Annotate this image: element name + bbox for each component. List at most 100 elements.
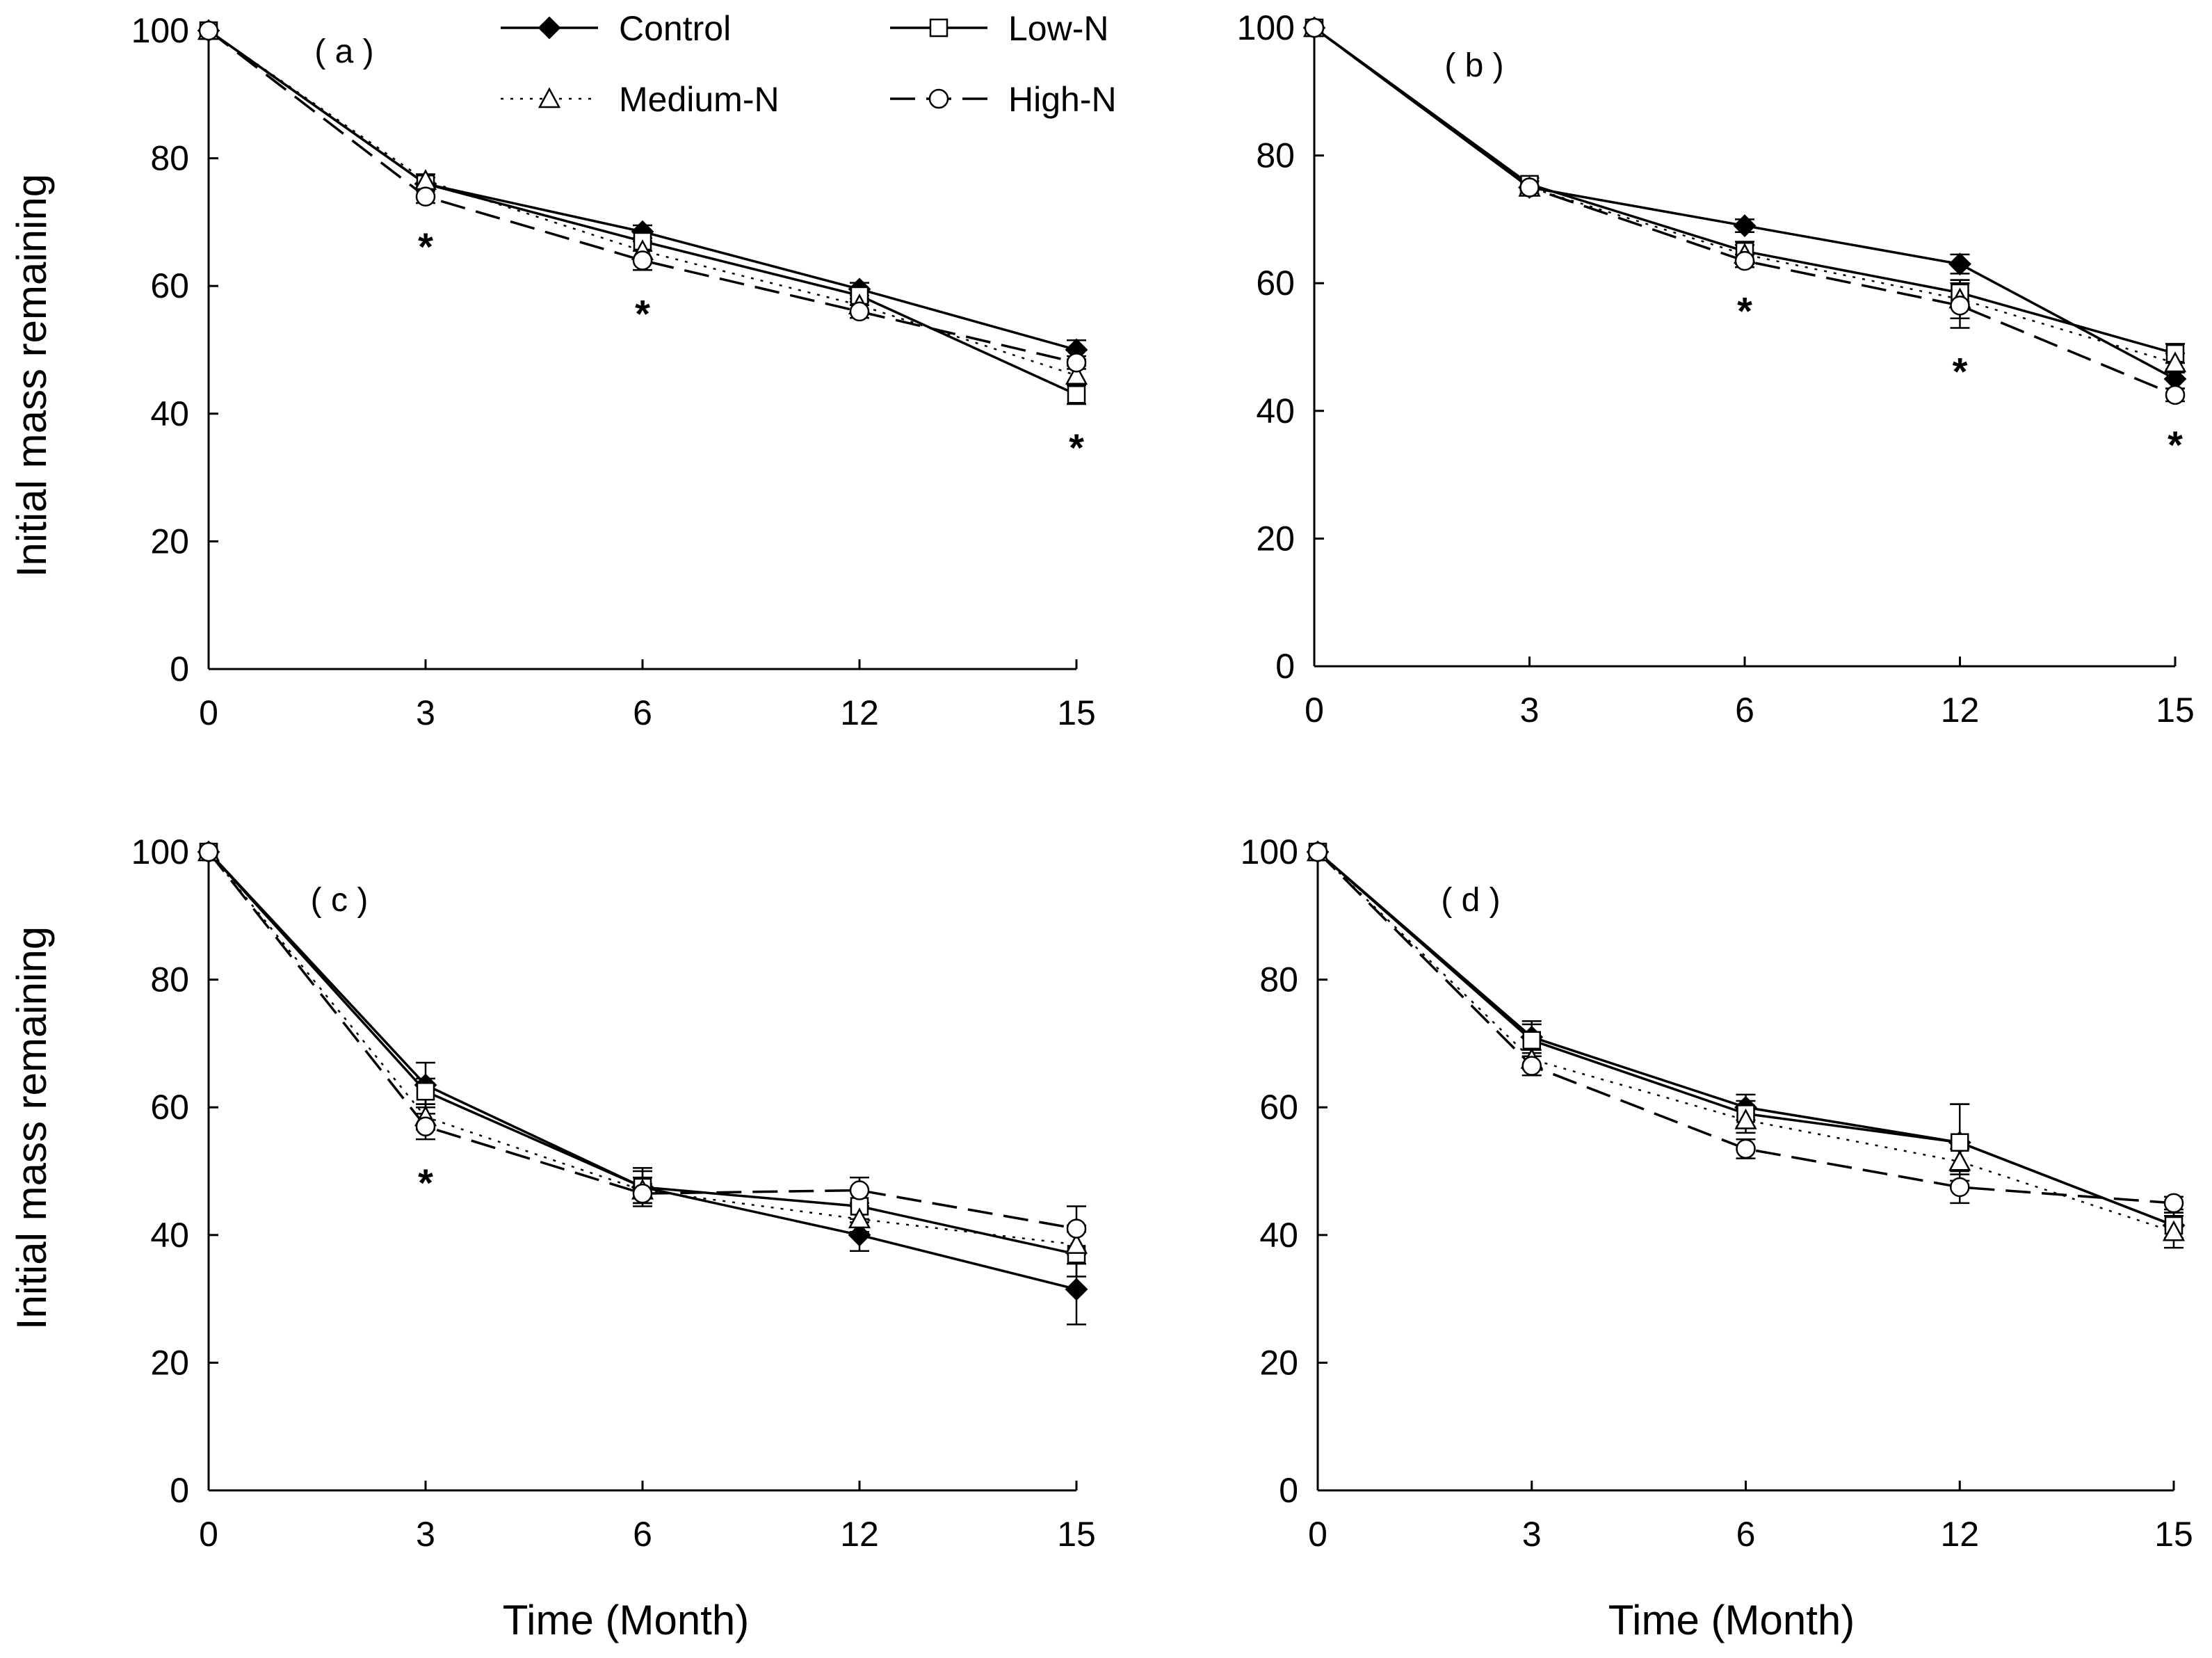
data-point-medium-n (2163, 351, 2187, 373)
data-point-medium-n (1065, 364, 1088, 385)
y-tick-label: 0 (1275, 647, 1295, 686)
data-point-high-n (1066, 353, 1087, 373)
data-point-medium-n (1948, 1150, 1971, 1171)
series-line-high-n (1313, 26, 2176, 396)
data-point-low-n (1067, 385, 1086, 404)
y-tick-label: 80 (150, 960, 189, 999)
x-tick-label: 0 (1305, 691, 1324, 730)
data-point-medium-n (2162, 1220, 2186, 1241)
data-point-high-n (1519, 177, 1540, 198)
panel-label: ( c ) (311, 882, 369, 919)
legend-marker (929, 18, 948, 38)
x-tick-label: 12 (1940, 1515, 1979, 1554)
y-tick-label: 60 (150, 266, 189, 305)
y-tick-label: 40 (150, 394, 189, 433)
data-point-high-n (849, 1180, 870, 1200)
x-tick-label: 15 (1057, 1515, 1096, 1554)
chart-panel-3: 0 20 40 60 80 100 0 3 6 12 15 ( c ) * (131, 832, 1096, 1554)
y-tick-label: 100 (131, 832, 189, 871)
significance-marker: * (418, 1161, 433, 1205)
y-tick-label: 0 (170, 650, 189, 689)
significance-marker: * (2167, 423, 2183, 467)
x-tick-label: 15 (2154, 1515, 2193, 1554)
legend-label: Low-N (1008, 9, 1108, 48)
data-point-high-n (1066, 1218, 1087, 1239)
data-point-high-n (1950, 296, 1970, 316)
legend-label: Medium-N (619, 80, 780, 119)
data-point-low-n (850, 1197, 869, 1216)
data-point-high-n (415, 186, 436, 207)
legend-marker (538, 87, 561, 108)
legend-marker (538, 16, 561, 40)
data-point-high-n (1304, 17, 1325, 38)
legend-entry-control: Control (501, 9, 731, 48)
data-point-high-n (632, 1183, 653, 1204)
significance-marker: * (1069, 426, 1084, 469)
y-tick-label: 40 (1256, 392, 1295, 430)
data-point-low-n (1951, 1133, 1969, 1152)
data-point-control (848, 1223, 871, 1247)
x-tick-label: 6 (633, 1515, 652, 1554)
data-point-high-n (849, 301, 870, 322)
data-point-high-n (2165, 385, 2186, 405)
panel-label: ( b ) (1444, 47, 1503, 84)
legend-entry-medium-n: Medium-N (501, 80, 780, 119)
y-tick-label: 0 (1279, 1471, 1298, 1510)
series-line-high-n (1316, 851, 2174, 1205)
panel-label: ( d ) (1441, 882, 1500, 919)
chart-panel-4: 0 20 40 60 80 100 0 3 6 12 15 ( d ) (1241, 832, 2193, 1554)
series-line-high-n (207, 851, 1077, 1230)
significance-marker: * (635, 291, 650, 335)
y-tick-label: 0 (170, 1471, 189, 1510)
data-point-high-n (415, 1116, 436, 1136)
x-tick-label: 3 (416, 693, 435, 732)
data-point-high-n (1734, 250, 1755, 271)
y-tick-label: 20 (150, 522, 189, 561)
data-point-control (1733, 214, 1757, 237)
legend-entry-high-n: High-N (890, 80, 1117, 119)
data-point-high-n (1307, 842, 1328, 862)
panel-label: ( a ) (314, 33, 373, 70)
x-tick-label: 15 (2156, 691, 2195, 730)
y-tick-label: 80 (1259, 960, 1298, 999)
significance-marker: * (418, 225, 433, 268)
data-point-low-n (416, 1082, 435, 1101)
y-tick-label: 80 (1256, 136, 1295, 175)
y-tick-label: 100 (1237, 8, 1295, 47)
data-point-control (1948, 252, 1971, 276)
x-tick-label: 6 (1736, 1515, 1756, 1554)
data-point-high-n (1521, 1056, 1542, 1076)
y-tick-label: 60 (150, 1088, 189, 1127)
y-tick-label: 20 (150, 1343, 189, 1382)
x-tick-label: 12 (1941, 691, 1980, 730)
legend-entry-low-n: Low-N (890, 9, 1108, 48)
x-tick-label: 12 (840, 1515, 879, 1554)
data-point-medium-n (1065, 1232, 1088, 1254)
x-tick-label: 0 (199, 693, 218, 732)
x-tick-label: 0 (199, 1515, 218, 1554)
data-point-high-n (632, 250, 653, 271)
x-tick-label: 15 (1057, 693, 1096, 732)
series-line-medium-n (208, 29, 1077, 376)
data-point-medium-n (1734, 1108, 1757, 1129)
y-tick-label: 40 (150, 1216, 189, 1255)
data-point-high-n (198, 842, 219, 862)
y-tick-label: 80 (150, 139, 189, 178)
x-tick-label: 3 (1520, 691, 1540, 730)
y-tick-label: 60 (1256, 264, 1295, 303)
legend-label: Control (619, 9, 731, 48)
x-axis-title-left: Time (Month) (503, 1597, 750, 1643)
x-tick-label: 0 (1308, 1515, 1327, 1554)
y-axis-title-top: Initial mass remaining (8, 174, 55, 577)
y-tick-label: 20 (1259, 1343, 1298, 1382)
significance-marker: * (1737, 289, 1752, 332)
data-point-control (1065, 1278, 1088, 1301)
legend-marker (928, 88, 949, 109)
x-tick-label: 6 (1735, 691, 1754, 730)
y-tick-label: 60 (1259, 1088, 1298, 1127)
x-axis-title-right: Time (Month) (1608, 1597, 1855, 1643)
chart-panel-2: 0 20 40 60 80 100 0 3 6 12 15 ( b ) * * * (1237, 8, 2195, 730)
legend: Control Low-N Medium-N High-N (501, 9, 1117, 119)
x-tick-label: 3 (416, 1515, 435, 1554)
